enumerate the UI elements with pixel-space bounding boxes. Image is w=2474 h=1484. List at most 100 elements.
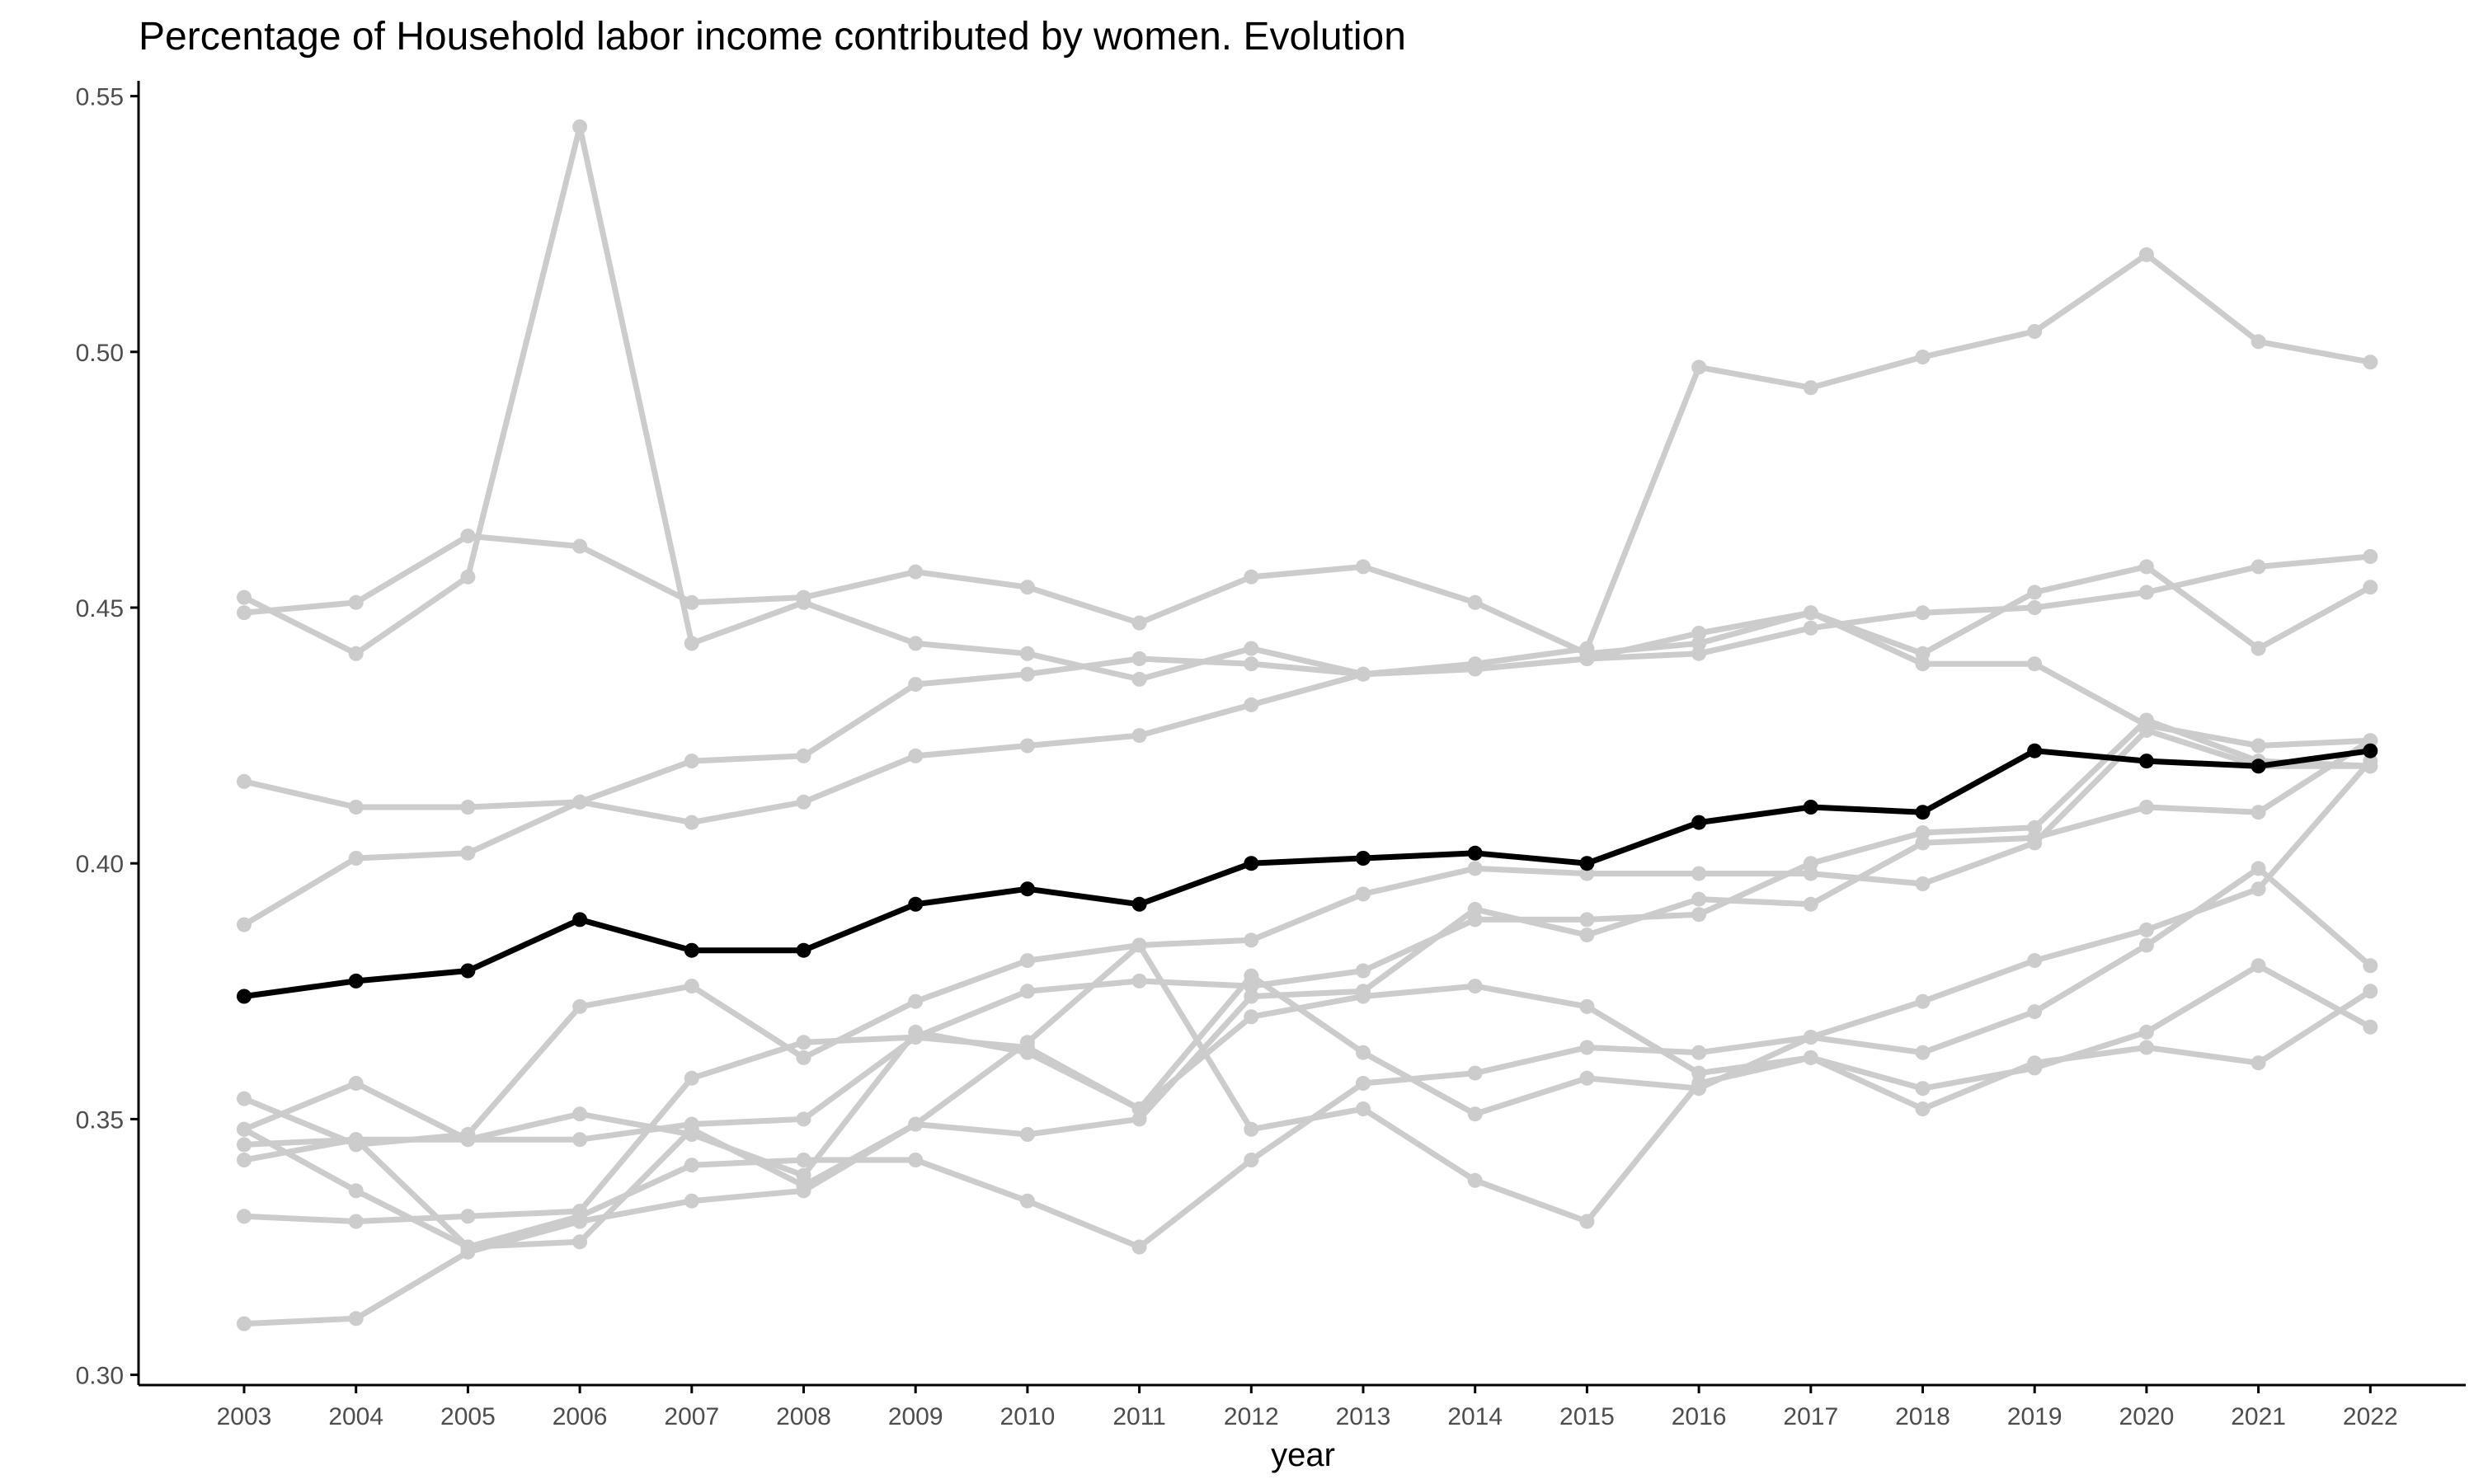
data-point xyxy=(1467,656,1483,672)
data-point xyxy=(1579,651,1595,666)
data-point xyxy=(2251,641,2266,656)
data-point xyxy=(1244,989,1259,1004)
data-point xyxy=(796,1153,811,1167)
series-line xyxy=(241,124,2373,749)
data-point xyxy=(2138,754,2154,769)
data-point xyxy=(1467,845,1483,861)
data-point xyxy=(2251,861,2266,876)
series-line xyxy=(241,748,2373,999)
data-point xyxy=(2027,830,2043,846)
data-point xyxy=(1915,876,1931,891)
data-point xyxy=(2027,324,2043,339)
data-point xyxy=(1356,984,1371,999)
x-tick-label: 2010 xyxy=(1000,1403,1056,1430)
data-point xyxy=(348,851,364,866)
y-tick-label: 0.50 xyxy=(76,340,124,367)
data-point xyxy=(1019,984,1035,999)
series-4 xyxy=(237,247,2378,932)
data-point xyxy=(1131,1111,1147,1127)
x-axis-title: year xyxy=(1271,1437,1335,1473)
series-2 xyxy=(237,119,2378,754)
data-point xyxy=(2251,758,2266,774)
data-point xyxy=(2027,819,2043,835)
data-point xyxy=(1356,851,1371,866)
data-point xyxy=(460,845,476,861)
data-point xyxy=(1131,651,1147,666)
data-point xyxy=(796,1035,811,1050)
x-tick-label: 2016 xyxy=(1672,1403,1727,1430)
series-line xyxy=(241,758,2373,1250)
data-point xyxy=(684,1158,699,1173)
data-point xyxy=(1915,825,1931,840)
data-point xyxy=(348,646,364,661)
data-point xyxy=(237,605,252,621)
data-point xyxy=(2138,1040,2154,1055)
data-point xyxy=(1244,856,1259,871)
data-point xyxy=(1691,1065,1707,1081)
data-point xyxy=(2138,937,2154,953)
data-point xyxy=(1915,656,1931,672)
data-point xyxy=(1019,1035,1035,1050)
data-point xyxy=(1131,615,1147,631)
y-tick-label: 0.40 xyxy=(76,851,124,878)
data-point xyxy=(1467,1172,1483,1188)
data-point xyxy=(1691,815,1707,830)
data-point xyxy=(2251,958,2266,974)
x-tick-label: 2022 xyxy=(2343,1403,2398,1430)
data-point xyxy=(1356,559,1371,575)
data-point xyxy=(1915,993,1931,1009)
data-point xyxy=(1131,671,1147,687)
data-point xyxy=(460,528,476,544)
x-tick-label: 2006 xyxy=(553,1403,608,1430)
data-point xyxy=(1803,1050,1818,1065)
x-tick-label: 2013 xyxy=(1336,1403,1391,1430)
data-point xyxy=(1915,646,1931,661)
data-point xyxy=(237,989,252,1004)
data-point xyxy=(2027,585,2043,600)
data-point xyxy=(460,569,476,585)
data-point xyxy=(684,636,699,651)
data-point xyxy=(1019,953,1035,969)
data-point xyxy=(908,896,924,912)
series-line xyxy=(241,717,2373,1163)
x-tick-label: 2015 xyxy=(1559,1403,1615,1430)
data-point xyxy=(2363,743,2378,758)
data-point xyxy=(1467,1106,1483,1122)
x-tick-label: 2021 xyxy=(2231,1403,2286,1430)
data-point xyxy=(2363,754,2378,769)
data-point xyxy=(2251,334,2266,350)
data-point xyxy=(1691,1076,1707,1091)
data-point xyxy=(684,815,699,830)
y-tick-label: 0.45 xyxy=(76,595,124,622)
series-11 xyxy=(237,754,2378,1255)
data-point xyxy=(2027,1060,2043,1076)
data-point xyxy=(908,993,924,1009)
data-point xyxy=(684,942,699,958)
data-point xyxy=(2138,800,2154,815)
data-point xyxy=(1356,666,1371,682)
data-point xyxy=(2027,600,2043,615)
data-point xyxy=(1579,866,1595,881)
data-point xyxy=(237,1153,252,1167)
data-point xyxy=(2363,1019,2378,1035)
data-point xyxy=(1131,1239,1147,1255)
data-point xyxy=(1915,805,1931,820)
data-point xyxy=(348,1183,364,1199)
data-point xyxy=(572,912,588,928)
series-line xyxy=(241,251,2373,928)
data-point xyxy=(1915,605,1931,621)
series-highlight xyxy=(237,743,2378,1004)
data-point xyxy=(1467,861,1483,876)
data-point xyxy=(796,1111,811,1127)
data-point xyxy=(1019,1193,1035,1209)
data-point xyxy=(2251,805,2266,820)
data-point xyxy=(460,1239,476,1255)
data-point xyxy=(1244,697,1259,712)
data-point xyxy=(796,594,811,610)
data-point xyxy=(348,1076,364,1091)
x-tick-label: 2005 xyxy=(440,1403,496,1430)
data-point xyxy=(1915,1081,1931,1097)
data-point xyxy=(1579,1040,1595,1055)
data-point xyxy=(348,973,364,989)
data-point xyxy=(1579,928,1595,943)
